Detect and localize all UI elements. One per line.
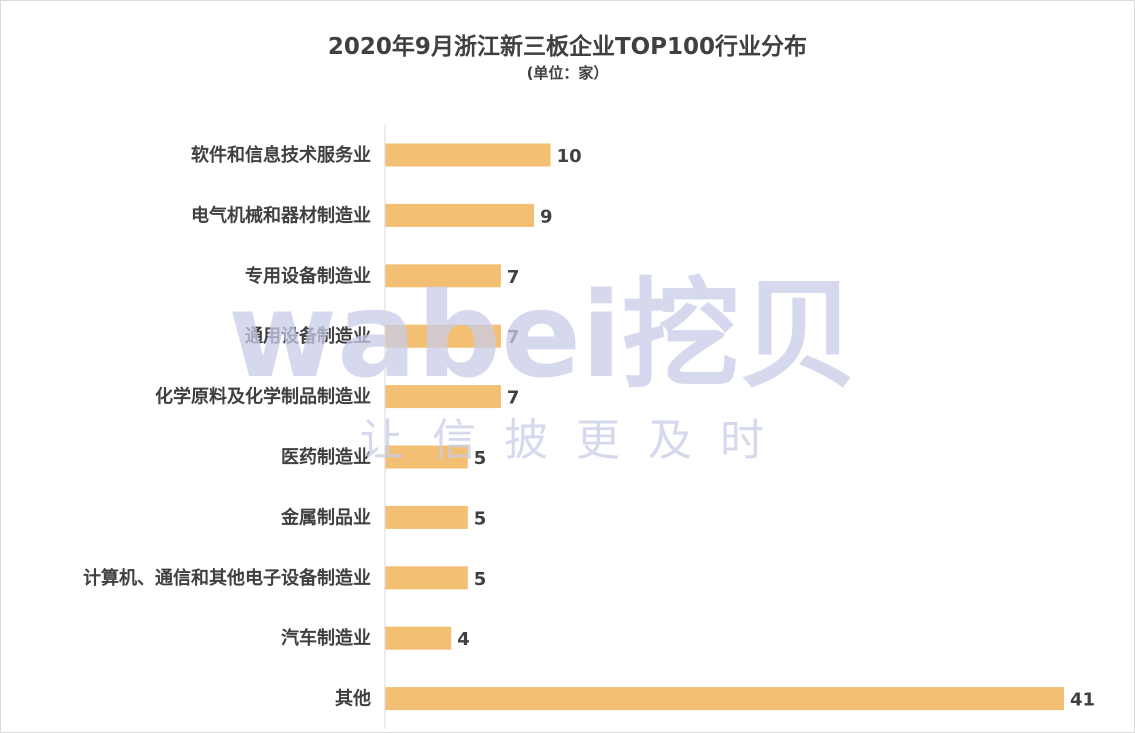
chart-subtitle: (单位：家） — [526, 64, 609, 82]
category-label-10: 其他 — [335, 688, 371, 710]
bars-layer: 软件和信息技术服务业 10 电气机械和器材制造业 9 专用设备制造业 7 通用设备制造业 7 化… — [83, 143, 1095, 711]
bar-5 — [385, 385, 501, 409]
value-label-9: 4 — [457, 629, 470, 650]
category-label-2: 电气机械和器材制造业 — [191, 204, 371, 226]
category-label-1: 软件和信息技术服务业 — [191, 144, 371, 166]
bar-6 — [385, 445, 468, 469]
category-label-7: 金属制品业 — [280, 506, 371, 528]
value-label-3: 7 — [507, 267, 520, 288]
value-label-6: 5 — [474, 448, 487, 469]
category-label-9: 汽车制造业 — [281, 627, 371, 649]
bar-4 — [385, 324, 501, 348]
value-label-4: 7 — [507, 327, 520, 348]
bar-2 — [385, 203, 535, 227]
value-label-8: 5 — [474, 569, 487, 590]
bar-7 — [385, 505, 468, 529]
category-label-4: 通用设备制造业 — [245, 325, 371, 347]
category-label-5: 化学原料及化学制品制造业 — [155, 386, 371, 408]
bar-3 — [385, 264, 501, 288]
bar-8 — [385, 566, 468, 590]
watermark-brand: wabei挖贝 — [228, 266, 858, 404]
category-label-8: 计算机、通信和其他电子设备制造业 — [83, 567, 371, 589]
value-label-2: 9 — [540, 206, 553, 227]
bar-1 — [385, 143, 551, 167]
value-label-5: 7 — [507, 388, 520, 409]
category-label-6: 医药制造业 — [281, 446, 371, 468]
watermark-slogan: 让信披更及时 — [360, 415, 792, 466]
category-label-3: 专用设备制造业 — [245, 265, 371, 287]
value-label-10: 41 — [1070, 690, 1095, 711]
bar-10 — [385, 687, 1064, 711]
chart-title: 2020年9月浙江新三板企业TOP100行业分布 — [327, 34, 808, 60]
value-label-1: 10 — [557, 146, 582, 167]
bar-9 — [385, 626, 452, 650]
watermark: wabei挖贝 让信披更及时 — [228, 266, 858, 466]
value-label-7: 5 — [474, 508, 487, 529]
